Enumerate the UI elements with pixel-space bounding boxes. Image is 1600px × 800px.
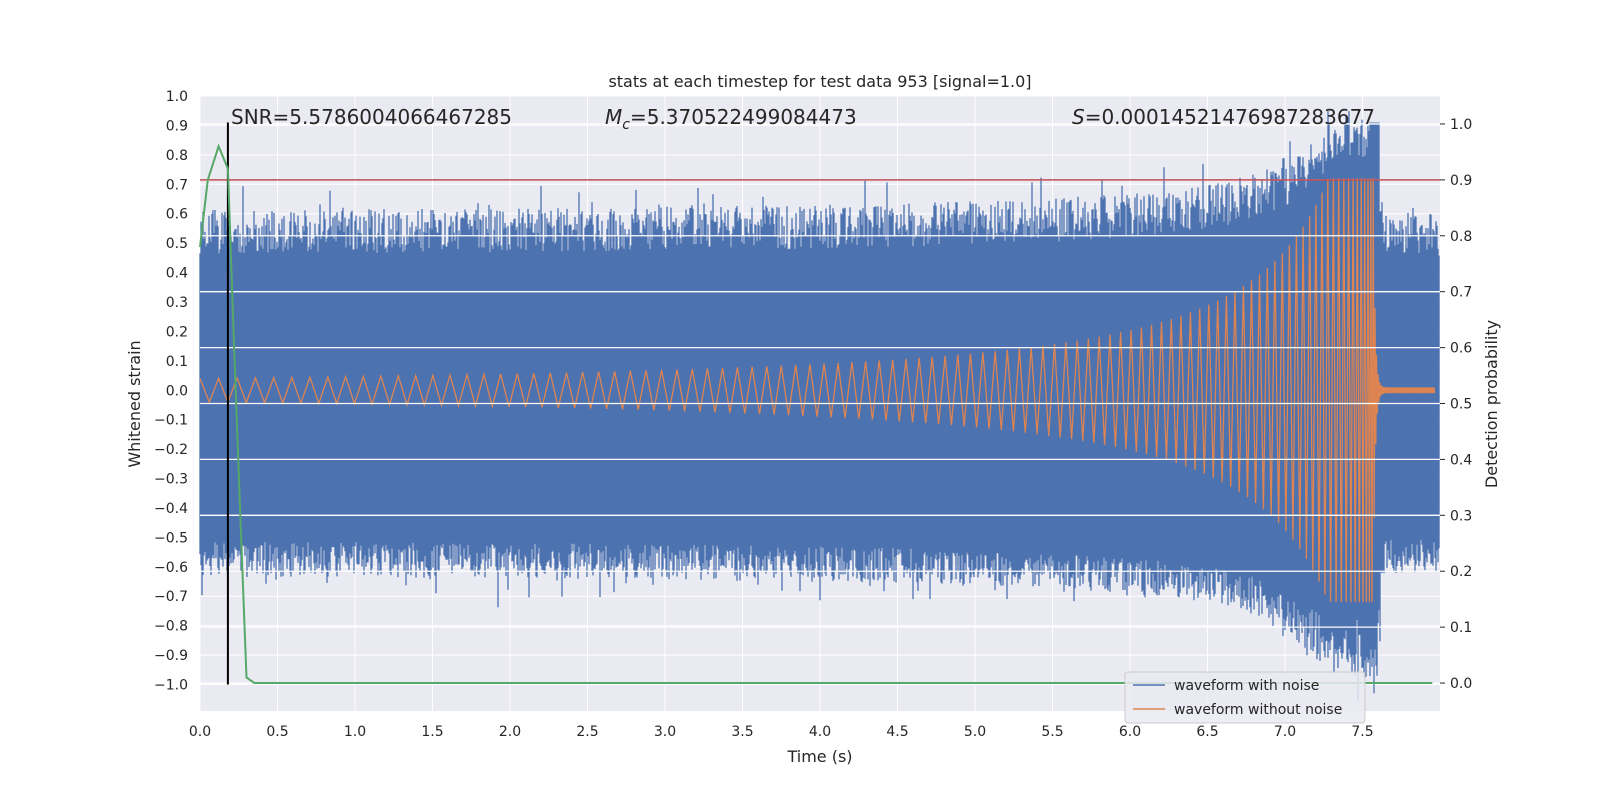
- y2-tick-label: 0.5: [1450, 397, 1472, 413]
- legend-item-clean: waveform without noise: [1174, 702, 1342, 718]
- s-value: =0.0001452147698728367​7: [1085, 105, 1375, 129]
- legend: waveform with noise waveform without noi…: [1124, 671, 1366, 724]
- y-axis-left: 1.0 0.9 0.8 0.7 0.6 0.5 0.4 0.3 0.2 0.1 0.0 −0.1 −0.…: [154, 89, 188, 694]
- y2-tick-label: 0.6: [1450, 341, 1472, 357]
- detection-probability-line: [199, 143, 1433, 684]
- x-tick-label: 1.5: [421, 724, 443, 740]
- legend-box: [1124, 671, 1366, 724]
- y-tick-label: 1.0: [166, 89, 188, 105]
- y-tick-label: −0.7: [154, 589, 188, 605]
- y2-tick-label: 0.2: [1450, 564, 1472, 580]
- y-tick-label: 0.3: [166, 295, 188, 311]
- x-tick-label: 0.0: [189, 724, 211, 740]
- x-tick-label: 4.0: [809, 724, 831, 740]
- y-tick-label: 0.7: [166, 177, 188, 193]
- y-axis-right: 1.0 0.9 0.8 0.7 0.6 0.5 0.4 0.3 0.2 0.1 0.0: [1440, 117, 1472, 692]
- y-tick-label: −0.5: [154, 530, 188, 546]
- s-symbol: S: [1072, 105, 1085, 129]
- y-tick-label: −0.9: [154, 648, 188, 664]
- x-axis: 0.0 0.5 1.0 1.5 2.0 2.5 3.0 3.5 4.0 4.5 5.0 5.5 6.0 6…: [189, 724, 1374, 740]
- snr-annotation: SNR=5.5786004066467285: [231, 105, 512, 129]
- chirp-mass-symbol: M: [605, 105, 622, 129]
- y-tick-label: −0.8: [154, 619, 188, 635]
- legend-item-noise: waveform with noise: [1174, 678, 1319, 694]
- x-tick-label: 7.0: [1274, 724, 1296, 740]
- y2-axis-label: Detection probability: [1482, 320, 1501, 488]
- y-tick-label: 0.6: [166, 207, 188, 223]
- x-tick-label: 5.5: [1041, 724, 1063, 740]
- x-tick-label: 5.0: [964, 724, 986, 740]
- y-axis-label: Whitened strain: [125, 340, 144, 467]
- y-tick-label: −0.4: [154, 501, 188, 517]
- y-tick-label: −1.0: [154, 678, 188, 694]
- y2-tick-label: 0.3: [1450, 508, 1472, 524]
- clean-waveform-line: [199, 178, 1436, 603]
- y-tick-label: 0.8: [166, 148, 188, 164]
- y-tick-label: −0.3: [154, 472, 188, 488]
- y-tick-label: −0.6: [154, 560, 188, 576]
- chirp-mass-value: =5.370522499084473: [630, 105, 857, 129]
- y-tick-label: −0.1: [154, 413, 188, 429]
- x-tick-label: 7.5: [1351, 724, 1373, 740]
- chirp-mass-annotation: Mc=5.370522499084473: [605, 105, 857, 133]
- y-tick-label: 0.2: [166, 324, 188, 340]
- chirp-mass-subscript: c: [622, 117, 630, 133]
- series-waveform-without-noise: [199, 178, 1436, 603]
- x-tick-label: 3.0: [654, 724, 676, 740]
- y2-tick-label: 0.9: [1450, 173, 1472, 189]
- y2-tick-label: 0.1: [1450, 620, 1472, 636]
- y2-tick-label: 1.0: [1450, 117, 1472, 133]
- x-tick-label: 6.5: [1196, 724, 1218, 740]
- noise-waveform-body: [200, 257, 1436, 529]
- series-waveform-with-noise: [199, 111, 1440, 701]
- y2-tick-label: 0.8: [1450, 229, 1472, 245]
- x-tick-label: 3.5: [731, 724, 753, 740]
- y-tick-label: 0.9: [166, 118, 188, 134]
- x-tick-label: 2.0: [499, 724, 521, 740]
- chart-title: stats at each timestep for test data 953…: [608, 72, 1031, 91]
- x-tick-label: 1.0: [344, 724, 366, 740]
- s-annotation: S=0.0001452147698728367​7: [1072, 105, 1375, 129]
- y2-tick-label: 0.0: [1450, 676, 1472, 692]
- overlays: [199, 122, 1440, 685]
- y-tick-label: −0.2: [154, 442, 188, 458]
- y2-tick-label: 0.7: [1450, 285, 1472, 301]
- y2-tick-label: 0.4: [1450, 452, 1472, 468]
- y-tick-label: 0.4: [166, 266, 188, 282]
- y-tick-label: 0.5: [166, 236, 188, 252]
- y-tick-label: 0.0: [166, 383, 188, 399]
- x-tick-label: 0.5: [266, 724, 288, 740]
- x-axis-label: Time (s): [786, 747, 852, 766]
- x-tick-label: 2.5: [576, 724, 598, 740]
- x-tick-label: 4.5: [886, 724, 908, 740]
- y-tick-label: 0.1: [166, 354, 188, 370]
- x-tick-label: 6.0: [1119, 724, 1141, 740]
